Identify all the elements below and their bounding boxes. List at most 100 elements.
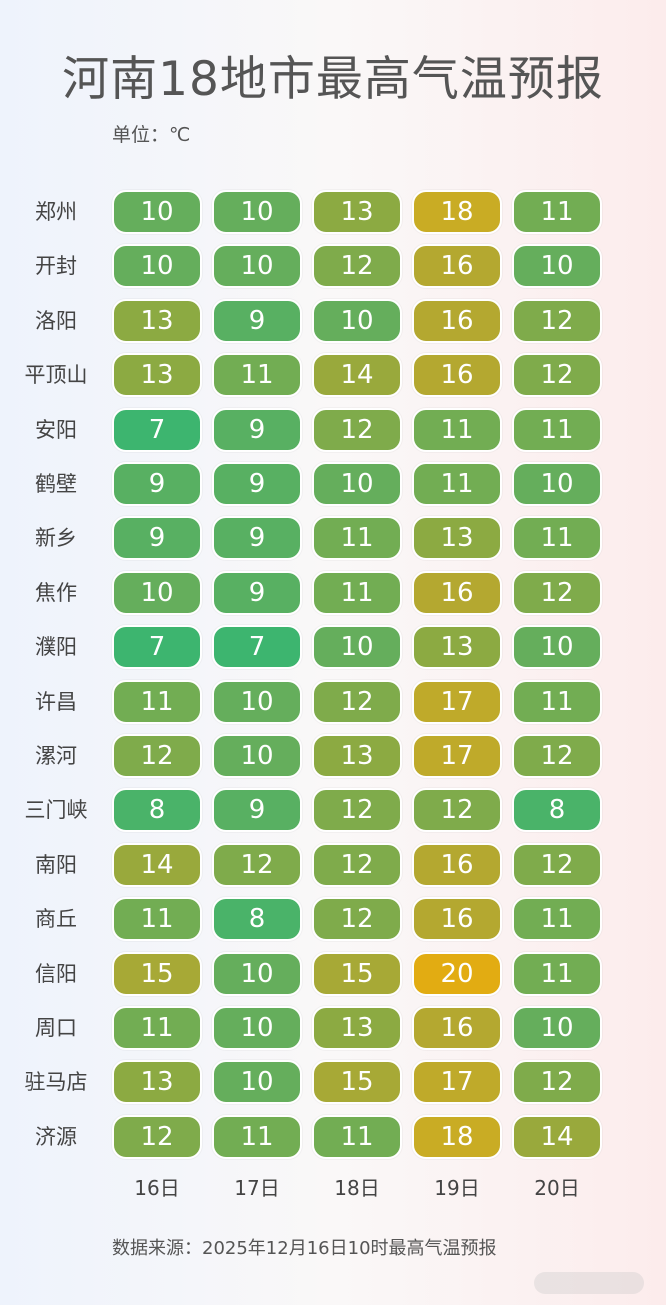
row-label: 济源	[35, 1125, 77, 1149]
heatmap-cell: 16	[412, 244, 502, 288]
heatmap-cell: 10	[112, 190, 202, 234]
column-label: 20日	[534, 1176, 580, 1200]
heatmap-cell: 10	[212, 680, 302, 724]
heatmap-cell: 12	[312, 897, 402, 941]
heatmap-cell: 10	[112, 571, 202, 615]
heatmap-cell: 13	[312, 190, 402, 234]
heatmap-cell: 10	[512, 244, 602, 288]
heatmap-cell: 14	[112, 843, 202, 887]
column-label: 17日	[234, 1176, 280, 1200]
heatmap-cell: 13	[112, 353, 202, 397]
heatmap-cell: 10	[312, 625, 402, 669]
heatmap-cell: 12	[312, 408, 402, 452]
heatmap-cell: 13	[112, 1060, 202, 1104]
heatmap-cell: 12	[312, 680, 402, 724]
heatmap-cell: 12	[312, 788, 402, 832]
heatmap-cell: 9	[212, 462, 302, 506]
row-label: 三门峡	[24, 798, 88, 822]
heatmap-cell: 11	[512, 408, 602, 452]
row-label: 焦作	[35, 581, 77, 605]
heatmap-cell: 15	[312, 1060, 402, 1104]
heatmap-cell: 11	[312, 516, 402, 560]
heatmap-cell: 15	[112, 952, 202, 996]
heatmap-cell: 11	[312, 571, 402, 615]
heatmap-cell: 12	[112, 1115, 202, 1159]
watermark	[534, 1272, 644, 1294]
heatmap-cell: 11	[512, 897, 602, 941]
heatmap-cell: 12	[312, 843, 402, 887]
heatmap-cell: 11	[412, 462, 502, 506]
row-label: 安阳	[35, 418, 77, 442]
heatmap-cell: 14	[512, 1115, 602, 1159]
heatmap-cell: 10	[312, 462, 402, 506]
heatmap-cell: 10	[212, 734, 302, 778]
heatmap-cell: 9	[212, 299, 302, 343]
heatmap-cell: 13	[112, 299, 202, 343]
heatmap-cell: 16	[412, 299, 502, 343]
heatmap-cell: 13	[412, 516, 502, 560]
row-label: 漯河	[35, 744, 77, 768]
heatmap-cell: 16	[412, 843, 502, 887]
heatmap-cell: 10	[212, 952, 302, 996]
heatmap-cell: 8	[512, 788, 602, 832]
heatmap-cell: 18	[412, 190, 502, 234]
heatmap-cell: 12	[112, 734, 202, 778]
heatmap-cell: 10	[312, 299, 402, 343]
heatmap-cell: 9	[212, 788, 302, 832]
heatmap-cell: 9	[212, 516, 302, 560]
row-label: 驻马店	[24, 1070, 88, 1094]
column-label: 19日	[434, 1176, 480, 1200]
heatmap-cell: 13	[412, 625, 502, 669]
heatmap-cell: 9	[212, 571, 302, 615]
heatmap-cell: 12	[512, 571, 602, 615]
heatmap-cell: 12	[212, 843, 302, 887]
column-label: 16日	[134, 1176, 180, 1200]
row-label: 平顶山	[24, 363, 88, 387]
heatmap-cell: 10	[212, 190, 302, 234]
row-label: 濮阳	[35, 635, 77, 659]
heatmap-cell: 20	[412, 952, 502, 996]
row-label: 新乡	[35, 526, 77, 550]
heatmap-cell: 9	[112, 462, 202, 506]
heatmap-cell: 11	[512, 190, 602, 234]
heatmap-cell: 13	[312, 734, 402, 778]
heatmap-cell: 9	[112, 516, 202, 560]
heatmap-cell: 11	[512, 952, 602, 996]
heatmap-cell: 8	[212, 897, 302, 941]
row-label: 许昌	[35, 690, 77, 714]
row-label: 周口	[35, 1016, 77, 1040]
heatmap-cell: 12	[512, 299, 602, 343]
heatmap-cell: 17	[412, 1060, 502, 1104]
heatmap-cell: 12	[512, 734, 602, 778]
heatmap-cell: 11	[112, 1006, 202, 1050]
row-label: 洛阳	[35, 309, 77, 333]
row-label: 郑州	[35, 200, 77, 224]
heatmap-cell: 7	[112, 625, 202, 669]
heatmap-cell: 14	[312, 353, 402, 397]
column-label: 18日	[334, 1176, 380, 1200]
heatmap-cell: 11	[412, 408, 502, 452]
row-label: 南阳	[35, 853, 77, 877]
heatmap-cell: 11	[512, 516, 602, 560]
heatmap-cell: 11	[212, 1115, 302, 1159]
chart-title: 河南18地市最高气温预报	[62, 52, 604, 107]
row-label: 信阳	[35, 962, 77, 986]
unit-label: 单位：℃	[112, 124, 191, 146]
heatmap-cell: 16	[412, 897, 502, 941]
heatmap-cell: 11	[112, 897, 202, 941]
heatmap-cell: 12	[512, 843, 602, 887]
heatmap-cell: 12	[312, 244, 402, 288]
heatmap-cell: 12	[512, 1060, 602, 1104]
row-label: 商丘	[35, 907, 77, 931]
heatmap-cell: 15	[312, 952, 402, 996]
heatmap-cell: 17	[412, 734, 502, 778]
row-label: 开封	[35, 254, 77, 278]
heatmap-cell: 12	[512, 353, 602, 397]
heatmap-cell: 7	[112, 408, 202, 452]
heatmap-cell: 16	[412, 1006, 502, 1050]
heatmap-cell: 11	[312, 1115, 402, 1159]
heatmap-cell: 16	[412, 571, 502, 615]
row-label: 鹤壁	[35, 472, 77, 496]
heatmap-cell: 11	[112, 680, 202, 724]
heatmap-cell: 11	[212, 353, 302, 397]
